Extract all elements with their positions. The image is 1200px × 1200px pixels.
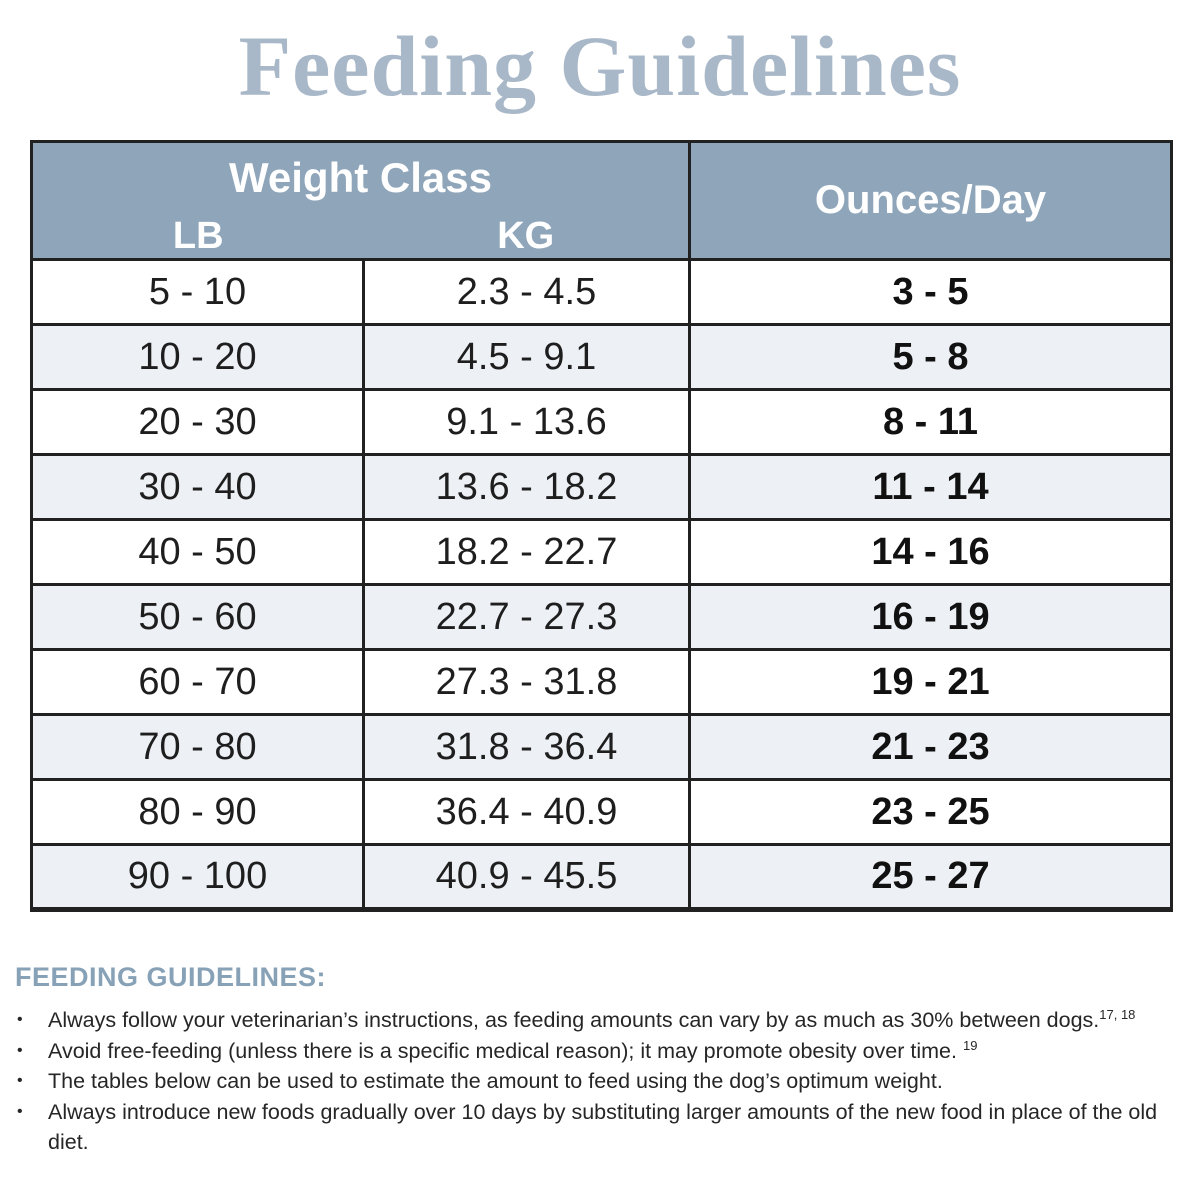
cell-lb: 60 - 70 (30, 648, 365, 716)
bullet-body: Always introduce new foods gradually ove… (48, 1099, 1158, 1155)
cell-ounces: 21 - 23 (688, 713, 1173, 781)
cell-kg: 27.3 - 31.8 (362, 648, 691, 716)
cell-lb: 50 - 60 (30, 583, 365, 651)
cell-kg: 40.9 - 45.5 (362, 843, 691, 911)
notes-heading: FEEDING GUIDELINES: (15, 962, 327, 992)
bullet-text: Always follow your veterinarian’s instru… (48, 1005, 1175, 1036)
cell-kg: 13.6 - 18.2 (362, 453, 691, 521)
list-item: • Always follow your veterinarian’s inst… (15, 1005, 1175, 1036)
cell-kg: 36.4 - 40.9 (362, 778, 691, 846)
table-row: 40 - 50 18.2 - 22.7 14 - 16 (30, 518, 1173, 586)
table-row: 20 - 30 9.1 - 13.6 8 - 11 (30, 388, 1173, 456)
bullet-icon: • (17, 1041, 23, 1059)
cell-lb: 5 - 10 (30, 258, 365, 326)
cell-ounces: 3 - 5 (688, 258, 1173, 326)
cell-kg: 2.3 - 4.5 (362, 258, 691, 326)
bullet-icon: • (17, 1072, 23, 1090)
unit-subheader: LB KG (33, 215, 688, 258)
table-header-ounces-per-day: Ounces/Day (688, 140, 1173, 261)
table-header: Weight Class LB KG Ounces/Day (30, 140, 1173, 261)
cell-ounces: 8 - 11 (688, 388, 1173, 456)
list-item: • Always introduce new foods gradually o… (15, 1097, 1175, 1158)
cell-lb: 10 - 20 (30, 323, 365, 391)
feeding-table: Weight Class LB KG Ounces/Day 5 - 10 2.3… (30, 140, 1173, 912)
bullet-icon: • (17, 1011, 23, 1028)
table-row: 5 - 10 2.3 - 4.5 3 - 5 (30, 258, 1173, 326)
kg-column-label: KG (497, 215, 555, 257)
bullet-icon: • (17, 1102, 23, 1120)
cell-kg: 22.7 - 27.3 (362, 583, 691, 651)
weight-class-label: Weight Class (229, 154, 492, 201)
cell-ounces: 25 - 27 (688, 843, 1173, 911)
cell-lb: 80 - 90 (30, 778, 365, 846)
cell-ounces: 5 - 8 (688, 323, 1173, 391)
cell-kg: 9.1 - 13.6 (362, 388, 691, 456)
cell-ounces: 11 - 14 (688, 453, 1173, 521)
cell-ounces: 14 - 16 (688, 518, 1173, 586)
cell-ounces: 23 - 25 (688, 778, 1173, 846)
lb-column-label: LB (172, 215, 224, 257)
cell-lb: 90 - 100 (30, 843, 365, 911)
feeding-table-container: Weight Class LB KG Ounces/Day 5 - 10 2.3… (30, 140, 1173, 912)
bullet-body: Always follow your veterinarian’s instru… (48, 1008, 1100, 1032)
cell-lb: 40 - 50 (30, 518, 365, 586)
cell-kg: 4.5 - 9.1 (362, 323, 691, 391)
bullet-body: The tables below can be used to estimate… (48, 1069, 943, 1094)
bullet-text: The tables below can be used to estimate… (48, 1066, 1175, 1097)
cell-kg: 31.8 - 36.4 (362, 713, 691, 781)
list-item: • Avoid free-feeding (unless there is a … (15, 1036, 1175, 1067)
footnote-ref: 19 (962, 1037, 978, 1053)
cell-ounces: 16 - 19 (688, 583, 1173, 651)
notes-section: FEEDING GUIDELINES: • Always follow your… (15, 962, 1175, 1158)
footnote-ref: 17, 18 (1099, 1006, 1136, 1022)
table-header-weight-class: Weight Class LB KG (30, 140, 691, 261)
list-item: • The tables below can be used to estima… (15, 1066, 1175, 1097)
cell-lb: 70 - 80 (30, 713, 365, 781)
page-title: Feeding Guidelines (238, 18, 962, 114)
table-row: 60 - 70 27.3 - 31.8 19 - 21 (30, 648, 1173, 716)
table-row: 80 - 90 36.4 - 40.9 23 - 25 (30, 778, 1173, 846)
cell-lb: 20 - 30 (30, 388, 365, 456)
bullet-body: Avoid free-feeding (unless there is a sp… (48, 1038, 963, 1063)
table-row: 90 - 100 40.9 - 45.5 25 - 27 (30, 843, 1173, 911)
table-row: 10 - 20 4.5 - 9.1 5 - 8 (30, 323, 1173, 391)
bullet-text: Avoid free-feeding (unless there is a sp… (48, 1036, 1175, 1067)
cell-kg: 18.2 - 22.7 (362, 518, 691, 586)
table-row: 70 - 80 31.8 - 36.4 21 - 23 (30, 713, 1173, 781)
cell-ounces: 19 - 21 (688, 648, 1173, 716)
cell-lb: 30 - 40 (30, 453, 365, 521)
bullet-text: Always introduce new foods gradually ove… (48, 1097, 1175, 1158)
table-row: 50 - 60 22.7 - 27.3 16 - 19 (30, 583, 1173, 651)
table-body: 5 - 10 2.3 - 4.5 3 - 5 10 - 20 4.5 - 9.1… (30, 258, 1173, 911)
table-row: 30 - 40 13.6 - 18.2 11 - 14 (30, 453, 1173, 521)
